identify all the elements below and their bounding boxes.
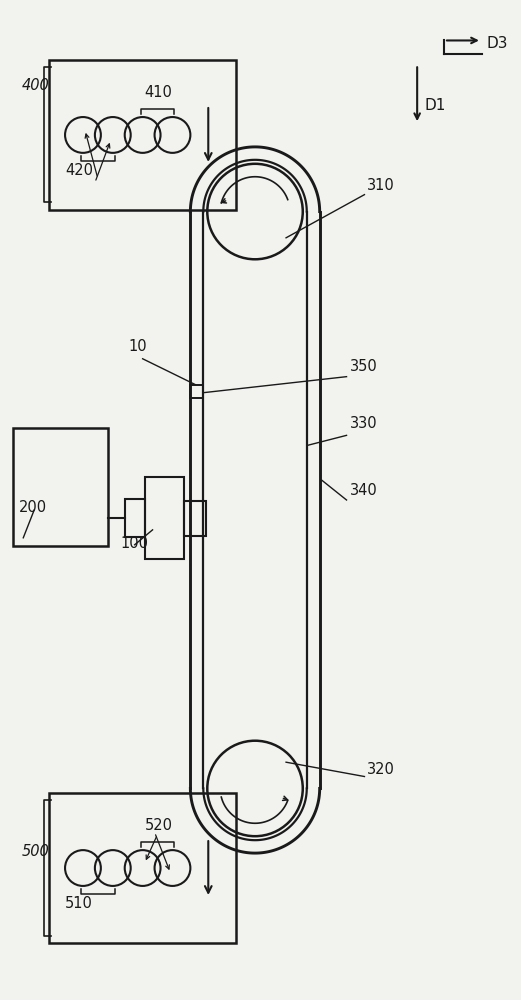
- Text: 310: 310: [367, 178, 395, 193]
- Bar: [14, 428, 108, 546]
- Bar: [49, 793, 236, 943]
- Text: 10: 10: [129, 339, 147, 354]
- Text: 330: 330: [350, 416, 377, 431]
- Text: 100: 100: [121, 536, 149, 551]
- Text: 340: 340: [350, 483, 377, 498]
- Text: 320: 320: [367, 762, 395, 777]
- Text: D1: D1: [424, 98, 445, 113]
- Text: 520: 520: [145, 818, 172, 833]
- Bar: [184, 501, 206, 536]
- Text: 510: 510: [65, 896, 93, 911]
- Bar: [49, 60, 236, 210]
- Text: D3: D3: [487, 36, 508, 51]
- Text: 400: 400: [21, 78, 49, 93]
- Bar: [125, 499, 145, 537]
- Text: 420: 420: [65, 163, 93, 178]
- Text: 500: 500: [21, 844, 49, 859]
- Bar: [145, 477, 184, 559]
- Text: 410: 410: [145, 85, 172, 100]
- Text: 200: 200: [19, 500, 47, 515]
- Bar: [190, 385, 203, 398]
- Text: 350: 350: [350, 359, 377, 374]
